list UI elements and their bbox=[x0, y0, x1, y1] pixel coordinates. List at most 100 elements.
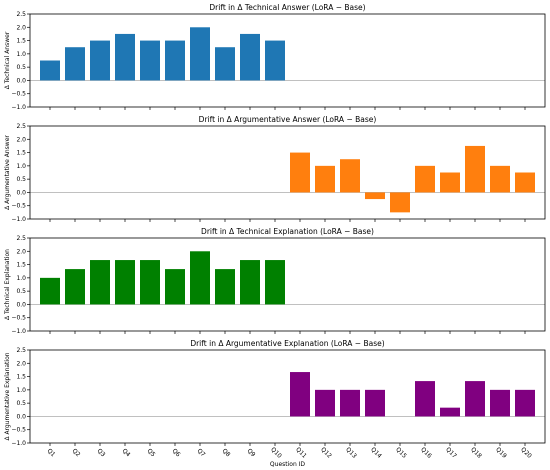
bar-q15 bbox=[390, 192, 410, 213]
y-tick-label: 0.0 bbox=[16, 77, 26, 84]
y-tick-label: −0.5 bbox=[11, 203, 26, 210]
bar-q19 bbox=[490, 389, 510, 417]
y-tick-label: 0.0 bbox=[16, 413, 26, 420]
bar-q12 bbox=[315, 165, 335, 193]
y-tick-label: 2.0 bbox=[16, 248, 26, 255]
y-tick-label: 2.0 bbox=[16, 136, 26, 143]
chart-title: Drift in Δ Argumentative Answer (LoRA − … bbox=[199, 115, 377, 124]
chart-title: Drift in Δ Technical Answer (LoRA − Base… bbox=[209, 3, 365, 12]
x-tick-label: Q19 bbox=[494, 446, 508, 460]
bar-q4 bbox=[115, 260, 135, 305]
y-tick-label: −0.5 bbox=[11, 91, 26, 98]
x-tick-label: Q10 bbox=[269, 446, 283, 460]
chart-panel-3: Drift in Δ Technical Explanation (LoRA −… bbox=[4, 227, 546, 335]
y-tick-label: 2.0 bbox=[16, 360, 26, 367]
bar-q16 bbox=[415, 381, 435, 417]
x-tick-label: Q16 bbox=[419, 446, 433, 460]
bar-q14 bbox=[365, 389, 385, 417]
chart-panel-4: Drift in Δ Argumentative Explanation (Lo… bbox=[4, 339, 546, 468]
y-tick-label: 1.5 bbox=[16, 150, 26, 157]
bar-q5 bbox=[140, 40, 160, 81]
bar-q3 bbox=[90, 260, 110, 305]
y-tick-label: −1.0 bbox=[11, 440, 26, 447]
x-tick-label: Q1 bbox=[46, 447, 57, 458]
x-tick-label: Q20 bbox=[519, 446, 533, 460]
bar-q2 bbox=[65, 269, 85, 305]
x-tick-label: Q5 bbox=[146, 447, 157, 458]
y-tick-label: −1.0 bbox=[11, 328, 26, 335]
bar-q6 bbox=[165, 269, 185, 305]
chart-panel-1: Drift in Δ Technical Answer (LoRA − Base… bbox=[4, 3, 546, 111]
x-tick-label: Q18 bbox=[469, 446, 483, 460]
y-tick-label: 0.5 bbox=[16, 400, 26, 407]
plot-frame bbox=[29, 13, 546, 108]
y-tick-label: 0.5 bbox=[16, 288, 26, 295]
y-tick-label: 1.0 bbox=[16, 275, 26, 282]
bar-q18 bbox=[465, 145, 485, 193]
y-tick-label: 2.5 bbox=[16, 123, 26, 130]
bar-q20 bbox=[515, 172, 535, 193]
y-tick-label: 1.5 bbox=[16, 38, 26, 45]
bar-q13 bbox=[340, 389, 360, 417]
x-tick-label: Q14 bbox=[369, 446, 383, 460]
bar-q17 bbox=[440, 172, 460, 193]
x-tick-label: Q4 bbox=[121, 447, 132, 458]
x-tick-label: Q3 bbox=[96, 447, 107, 458]
y-axis-label: Δ Technical Answer bbox=[4, 31, 11, 89]
bar-q7 bbox=[190, 251, 210, 305]
bar-q6 bbox=[165, 40, 185, 81]
y-tick-label: 1.0 bbox=[16, 387, 26, 394]
y-tick-label: 1.5 bbox=[16, 262, 26, 269]
bar-q12 bbox=[315, 389, 335, 417]
bar-q20 bbox=[515, 389, 535, 417]
bar-q8 bbox=[215, 47, 235, 81]
y-tick-label: −1.0 bbox=[11, 104, 26, 111]
bar-q10 bbox=[265, 260, 285, 305]
bar-q7 bbox=[190, 27, 210, 81]
x-tick-label: Q8 bbox=[221, 447, 232, 458]
plot-frame bbox=[29, 125, 546, 220]
y-tick-label: 0.0 bbox=[16, 189, 26, 196]
chart-title: Drift in Δ Argumentative Explanation (Lo… bbox=[190, 339, 384, 348]
x-tick-label: Q6 bbox=[171, 447, 182, 458]
x-tick-label: Q17 bbox=[444, 446, 458, 460]
bar-q11 bbox=[290, 372, 310, 417]
x-tick-label: Q12 bbox=[319, 446, 333, 460]
y-tick-label: −1.0 bbox=[11, 216, 26, 223]
y-tick-label: −0.5 bbox=[11, 427, 26, 434]
bar-q11 bbox=[290, 152, 310, 193]
x-tick-label: Q15 bbox=[394, 446, 408, 460]
chart-panel-2: Drift in Δ Argumentative Answer (LoRA − … bbox=[4, 115, 546, 223]
x-tick-label: Q7 bbox=[196, 447, 207, 458]
plot-frame bbox=[29, 237, 546, 332]
bar-q9 bbox=[240, 260, 260, 305]
y-tick-label: 1.0 bbox=[16, 163, 26, 170]
y-tick-label: 1.5 bbox=[16, 374, 26, 381]
y-axis-label: Δ Argumentative Explanation bbox=[4, 352, 11, 440]
bar-q14 bbox=[365, 192, 385, 200]
y-tick-label: 2.5 bbox=[16, 347, 26, 354]
y-tick-label: 2.5 bbox=[16, 11, 26, 18]
x-tick-label: Q11 bbox=[294, 446, 308, 460]
y-tick-label: 2.5 bbox=[16, 235, 26, 242]
y-tick-label: 1.0 bbox=[16, 51, 26, 58]
chart-title: Drift in Δ Technical Explanation (LoRA −… bbox=[201, 227, 374, 236]
y-axis-label: Δ Argumentative Answer bbox=[4, 135, 11, 210]
bar-q4 bbox=[115, 33, 135, 81]
bar-q18 bbox=[465, 381, 485, 417]
x-tick-label: Q13 bbox=[344, 446, 358, 460]
y-tick-label: 0.0 bbox=[16, 301, 26, 308]
bar-q13 bbox=[340, 159, 360, 193]
y-axis-label: Δ Technical Explanation bbox=[4, 249, 11, 320]
bar-q1 bbox=[40, 60, 60, 81]
bar-q16 bbox=[415, 165, 435, 193]
x-axis-label: Question ID bbox=[270, 461, 306, 468]
bar-q19 bbox=[490, 165, 510, 193]
y-tick-label: 2.0 bbox=[16, 24, 26, 31]
plot-frame bbox=[29, 349, 546, 444]
y-tick-label: 0.5 bbox=[16, 176, 26, 183]
bar-q10 bbox=[265, 40, 285, 81]
x-tick-label: Q2 bbox=[71, 447, 82, 458]
bar-q2 bbox=[65, 47, 85, 81]
